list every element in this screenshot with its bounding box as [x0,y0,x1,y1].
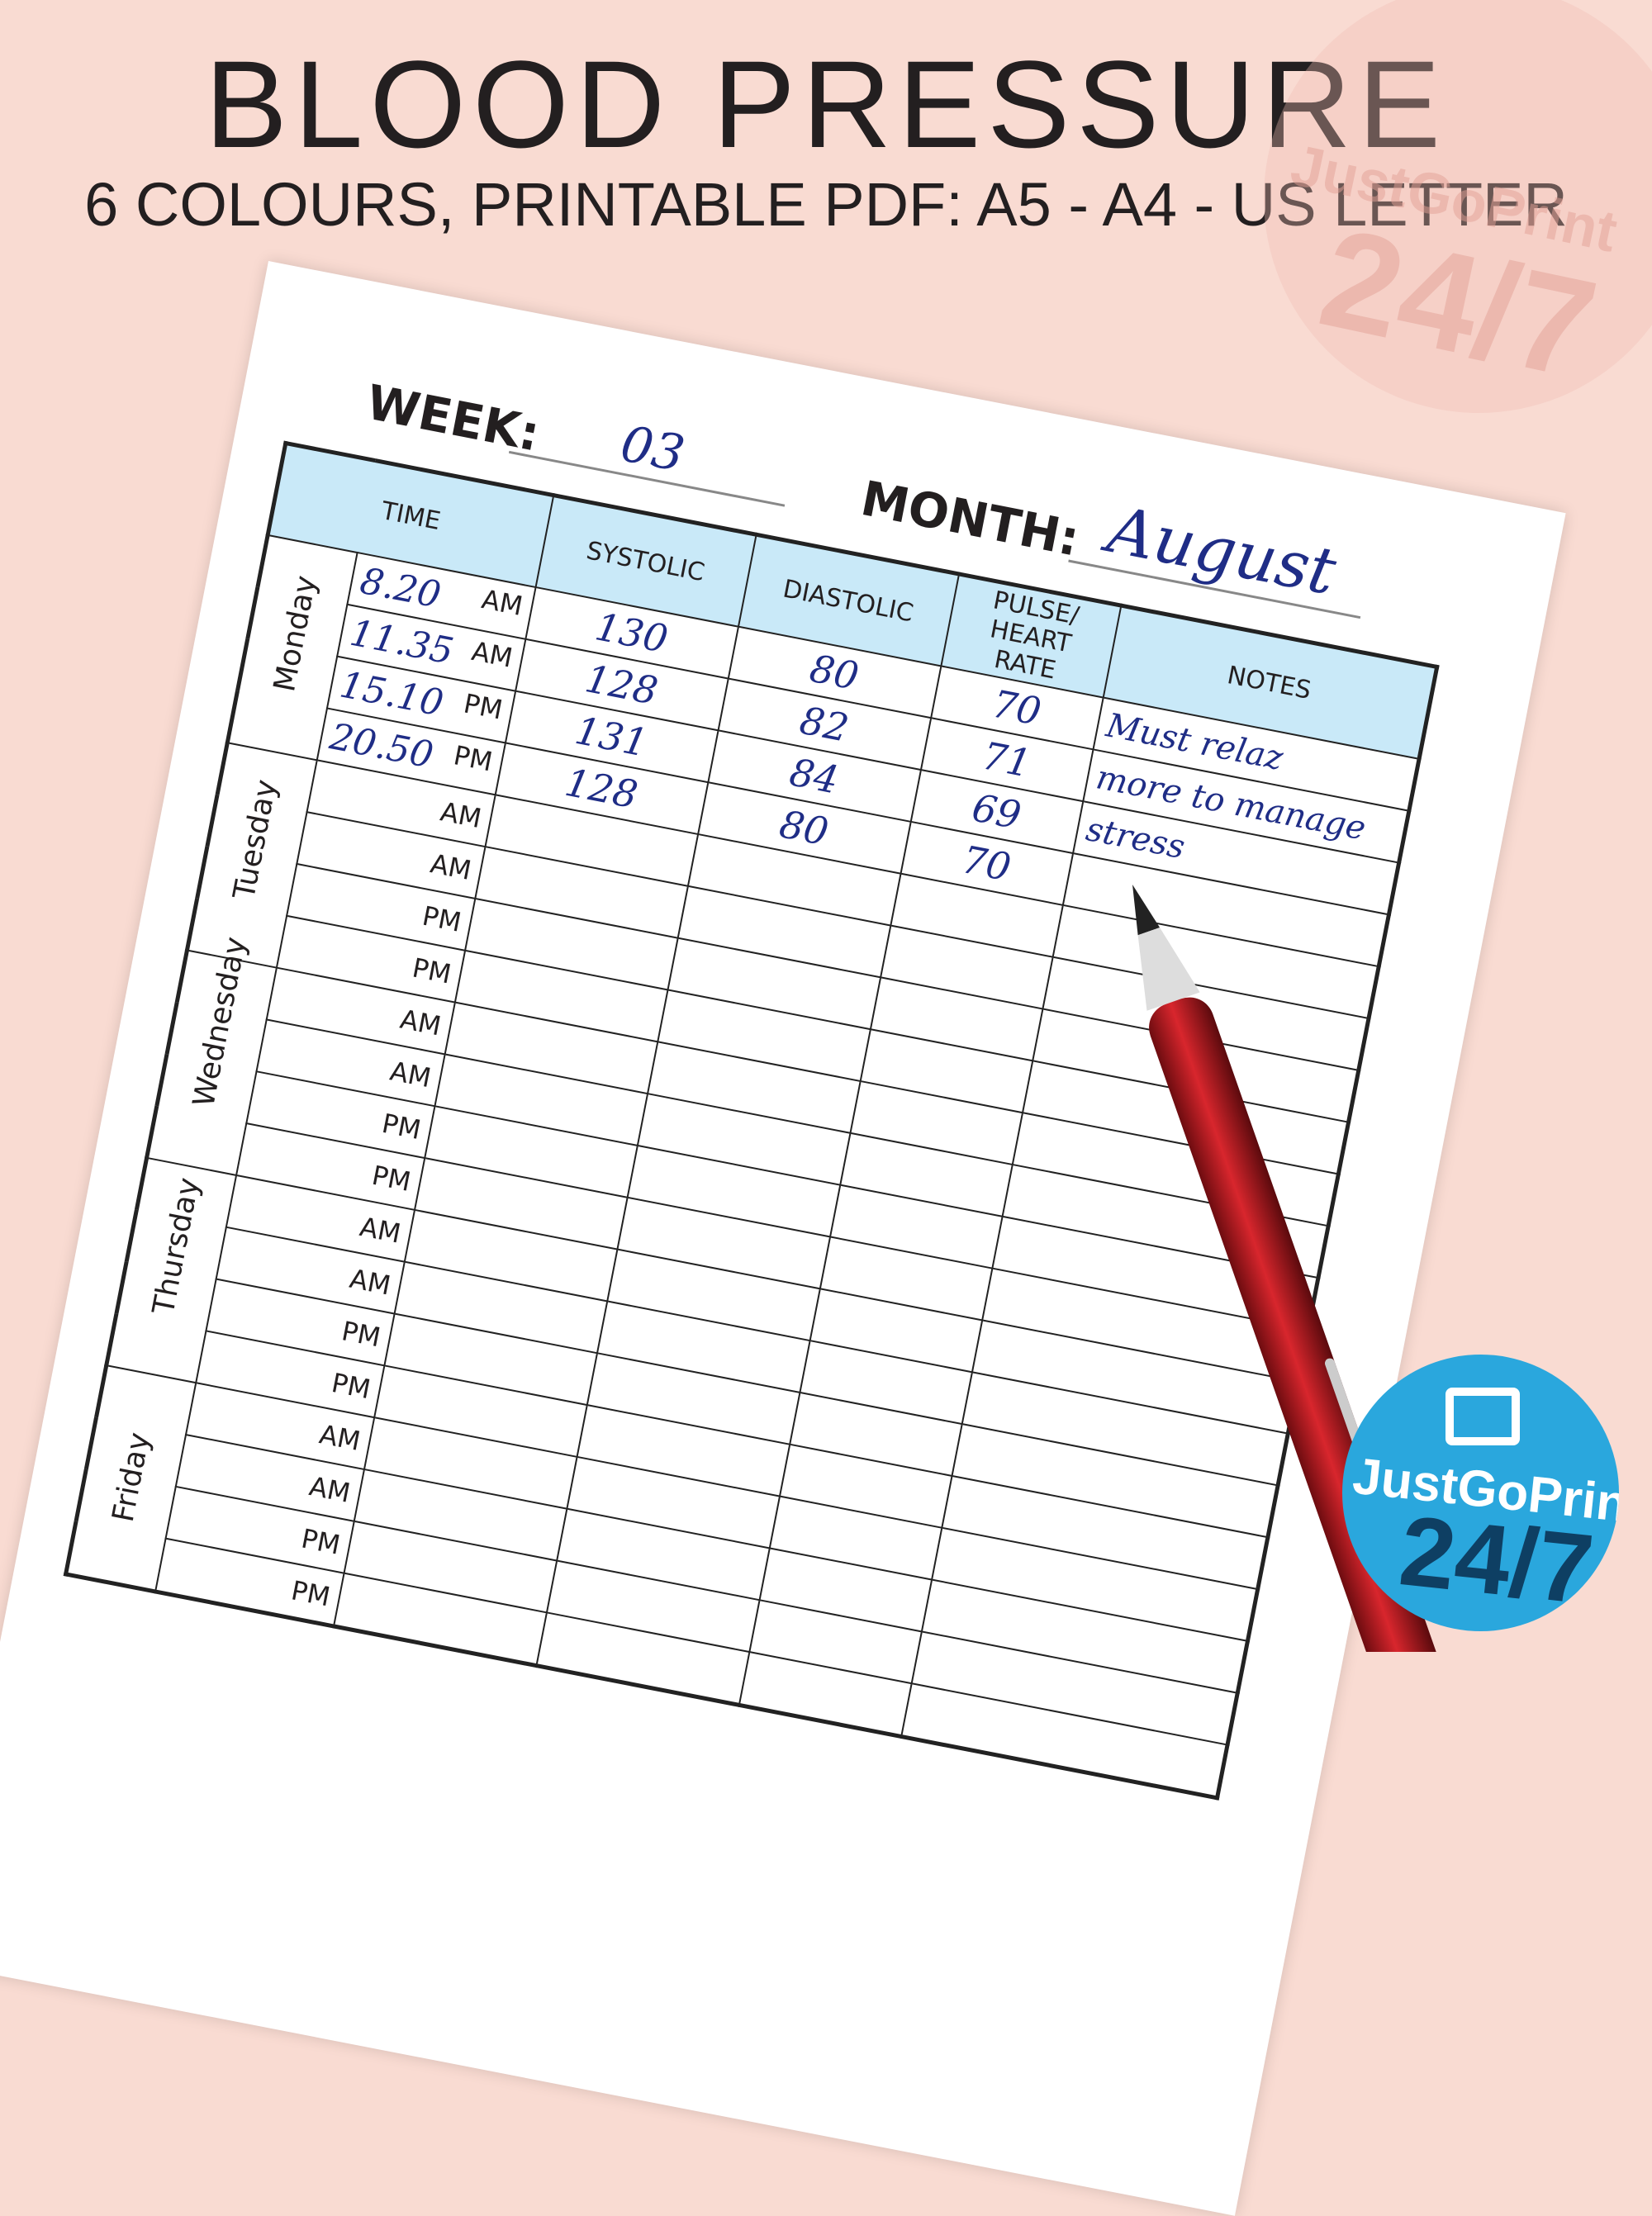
printer-icon [1446,1388,1520,1445]
title: BLOOD PRESSURE [204,35,1448,173]
subtitle: 6 COLOURS, PRINTABLE PDF: A5 - A4 - US L… [84,170,1568,239]
logo-badge: JustGoPrint 24/7 [1342,1355,1619,1631]
watermark: JustGoPrint 24/7 [1264,0,1652,413]
logo-tag: 24/7 [1394,1495,1598,1625]
